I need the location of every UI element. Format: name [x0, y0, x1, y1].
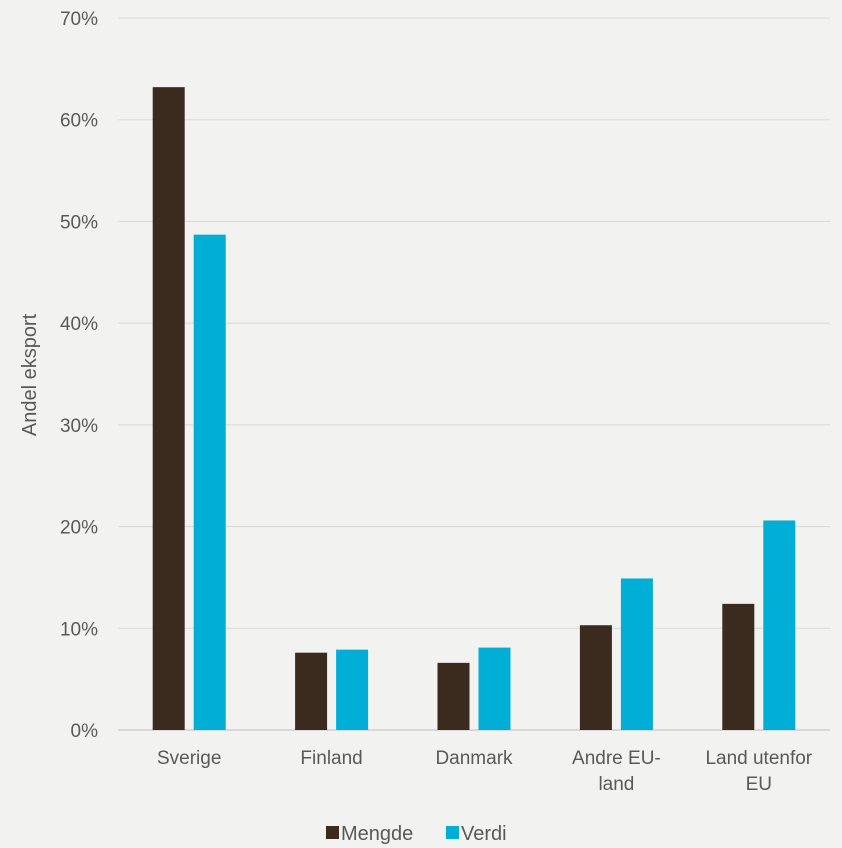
- bar-mengde-1: [295, 652, 328, 730]
- y-axis-label: Andel eksport: [19, 313, 41, 436]
- x-category-label: land: [598, 774, 634, 795]
- bar-mengde-2: [437, 662, 470, 730]
- legend-label: Mengde: [341, 823, 413, 845]
- bar-mengde-4: [722, 603, 755, 730]
- bar-verdi-4: [763, 520, 796, 730]
- bar-verdi-3: [620, 578, 653, 730]
- y-tick-label: 70%: [60, 9, 98, 30]
- x-category-label: Land utenfor: [705, 748, 812, 769]
- bars: [152, 87, 796, 730]
- y-tick-label: 0%: [71, 721, 99, 742]
- x-axis-categories: Sverige Finland Danmark Andre EU-land Land u…: [157, 748, 813, 795]
- y-tick-label: 20%: [60, 518, 98, 539]
- y-tick-label: 30%: [60, 416, 98, 437]
- bar-mengde-0: [152, 87, 185, 730]
- legend-label: Verdi: [461, 823, 507, 845]
- y-axis-ticks: 0% 10% 20% 30% 40% 50% 60% 70%: [60, 9, 98, 742]
- legend-swatch-mengde: [326, 826, 339, 839]
- y-tick-label: 10%: [60, 619, 98, 640]
- bar-verdi-2: [478, 647, 511, 730]
- y-tick-label: 60%: [60, 111, 98, 132]
- x-category-label: Danmark: [435, 748, 513, 769]
- gridlines: [118, 17, 830, 731]
- x-category-label: Finland: [300, 748, 362, 769]
- legend-swatch-verdi: [446, 826, 459, 839]
- y-tick-label: 40%: [60, 314, 98, 335]
- x-category-label: Andre EU-: [572, 748, 661, 769]
- x-category-label: EU: [746, 774, 772, 795]
- bar-mengde-3: [579, 625, 612, 730]
- bar-verdi-1: [336, 649, 369, 730]
- bar-verdi-0: [193, 234, 226, 730]
- legend: Mengde Verdi: [326, 823, 507, 845]
- x-category-label: Sverige: [157, 748, 221, 769]
- y-tick-label: 50%: [60, 212, 98, 233]
